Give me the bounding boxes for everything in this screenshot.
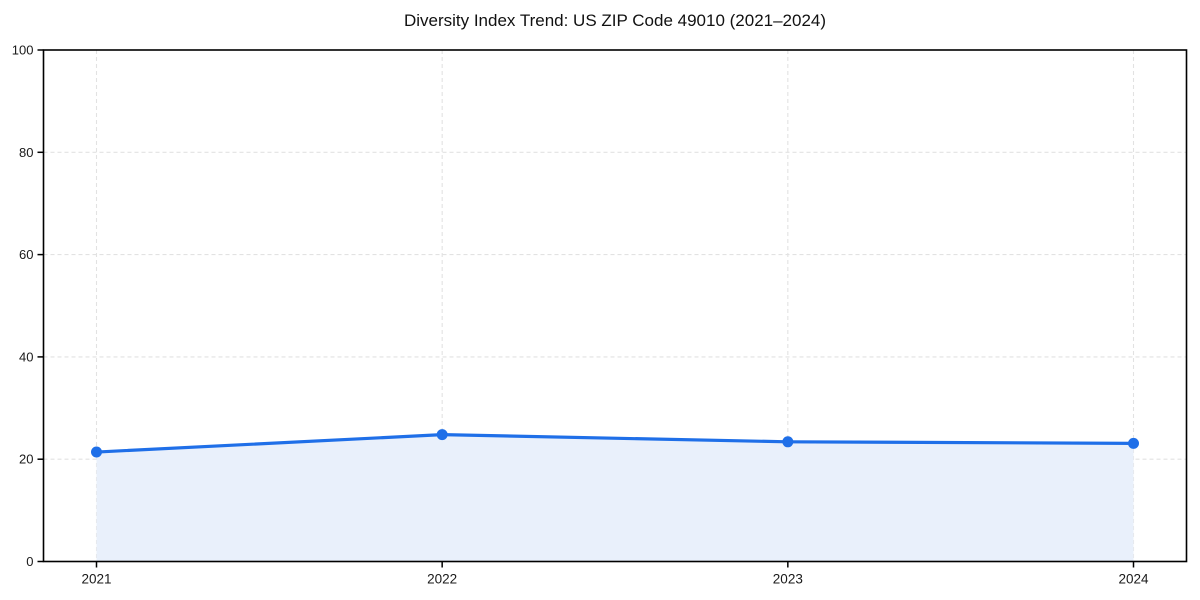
y-tick-label: 20 xyxy=(19,452,33,467)
x-tick-label: 2023 xyxy=(773,572,803,587)
y-tick-label: 0 xyxy=(26,554,33,569)
y-tick-label: 100 xyxy=(12,43,34,58)
data-point-marker xyxy=(436,429,448,441)
plot-area: 0 20 40 60 80 100 2021 2022 2023 2024 xyxy=(12,43,1188,587)
x-tick-label: 2024 xyxy=(1118,572,1149,587)
series-line xyxy=(94,433,1136,454)
data-point-marker xyxy=(1128,437,1139,449)
data-point-marker xyxy=(782,436,794,448)
plot-border xyxy=(42,49,1188,563)
y-tick-label: 40 xyxy=(19,349,33,364)
chart-title: Diversity Index Trend: US ZIP Code 49010… xyxy=(404,11,826,30)
x-tick-label: 2022 xyxy=(427,572,457,587)
x-tick-label: 2021 xyxy=(81,572,111,587)
series-area-fill xyxy=(96,434,1134,562)
y-tick-label: 60 xyxy=(19,247,33,262)
data-point-marker xyxy=(91,446,102,458)
y-tick-label: 80 xyxy=(19,145,33,160)
